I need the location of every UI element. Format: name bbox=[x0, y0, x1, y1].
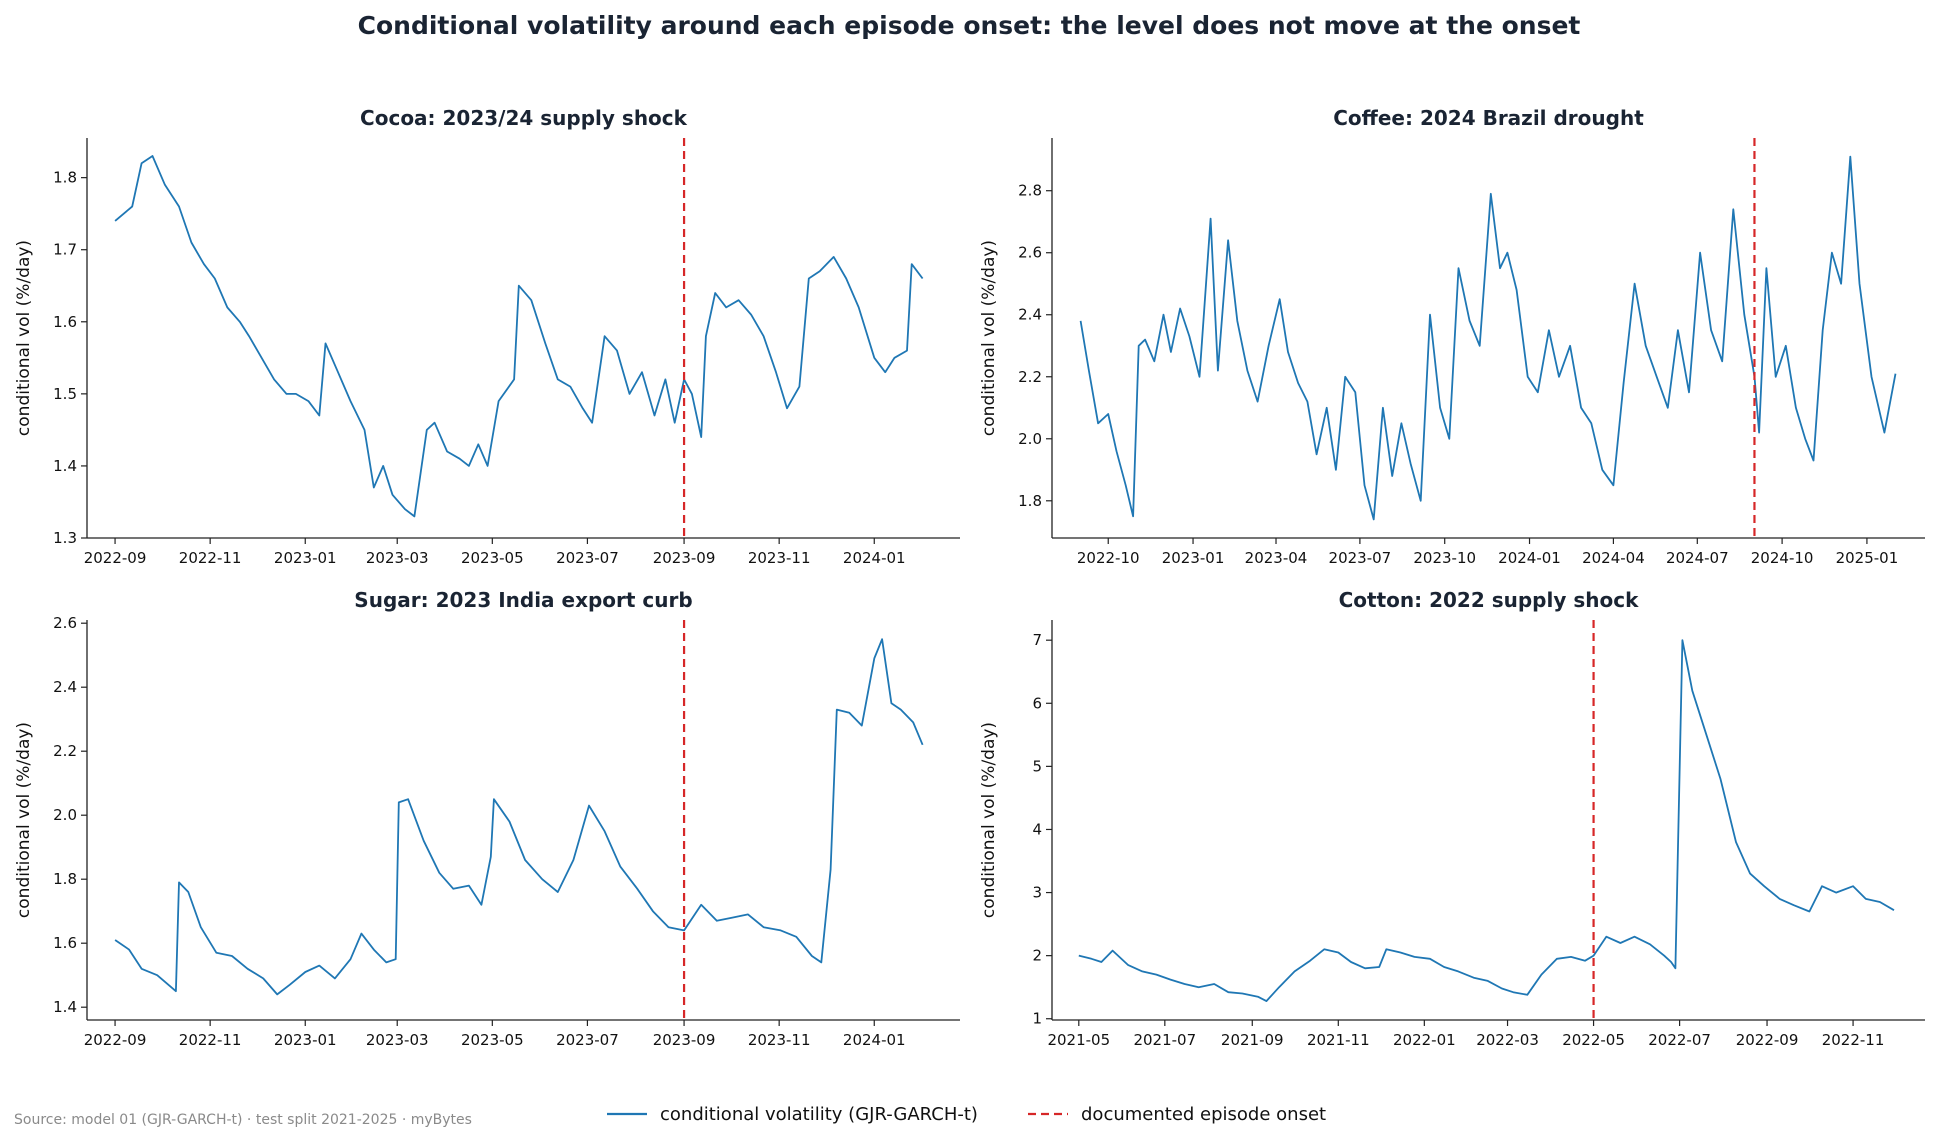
y-tick-label: 1 bbox=[1032, 1010, 1042, 1028]
x-tick-label: 2023-07 bbox=[556, 549, 619, 567]
y-tick-label: 2.2 bbox=[53, 742, 77, 760]
y-tick-label: 6 bbox=[1032, 694, 1042, 712]
panels: Cocoa: 2023/24 supply shock 1.3 1.4 1.5 1.6 1… bbox=[14, 106, 1925, 1049]
x-tick-label: 2021-05 bbox=[1047, 1031, 1110, 1049]
y-axis-label: conditional vol (%/day) bbox=[14, 722, 34, 918]
volatility-series-line bbox=[114, 638, 924, 996]
x-tick-label: 2024-07 bbox=[1666, 549, 1729, 567]
y-tick-label: 2 bbox=[1032, 947, 1042, 965]
figure-title: Conditional volatility around each episo… bbox=[358, 11, 1581, 40]
y-tick-label: 2.6 bbox=[1018, 244, 1042, 262]
volatility-series-line bbox=[1078, 639, 1895, 1002]
x-tick-label: 2024-10 bbox=[1751, 549, 1814, 567]
legend: conditional volatility (GJR-GARCH-t) doc… bbox=[607, 1104, 1326, 1125]
chart-panel-2: Coffee: 2024 Brazil drought 1.8 2.0 2.2 2.4 2… bbox=[979, 106, 1925, 567]
y-tick-label: 1.4 bbox=[53, 998, 77, 1016]
x-tick-label: 2023-03 bbox=[366, 1031, 429, 1049]
x-tick-label: 2023-04 bbox=[1245, 549, 1308, 567]
x-tick-label: 2024-01 bbox=[843, 1031, 906, 1049]
chart-panel-4: Cotton: 2022 supply shock 1 2 3 4 5 6 7 2021-05 2… bbox=[979, 588, 1925, 1049]
x-tick-label: 2022-05 bbox=[1562, 1031, 1625, 1049]
x-tick-label: 2022-09 bbox=[84, 1031, 147, 1049]
y-axis-label: conditional vol (%/day) bbox=[14, 240, 34, 436]
y-axis-label: conditional vol (%/day) bbox=[979, 240, 999, 436]
y-tick-label: 4 bbox=[1032, 820, 1042, 838]
x-tick-label: 2023-01 bbox=[1162, 549, 1225, 567]
x-tick-label: 2023-11 bbox=[748, 549, 811, 567]
y-tick-label: 1.3 bbox=[53, 529, 77, 547]
y-tick-label: 2.2 bbox=[1018, 368, 1042, 386]
panel-title: Coffee: 2024 Brazil drought bbox=[1333, 106, 1644, 130]
panel-title: Cotton: 2022 supply shock bbox=[1339, 588, 1639, 612]
chart-panel-1: Cocoa: 2023/24 supply shock 1.3 1.4 1.5 1.6 1… bbox=[14, 106, 960, 567]
x-tick-label: 2022-07 bbox=[1648, 1031, 1711, 1049]
x-tick-label: 2022-09 bbox=[84, 549, 147, 567]
x-tick-label: 2022-10 bbox=[1077, 549, 1140, 567]
x-tick-label: 2024-01 bbox=[843, 549, 906, 567]
x-tick-label: 2023-07 bbox=[556, 1031, 619, 1049]
y-tick-label: 1.8 bbox=[53, 169, 77, 187]
y-tick-label: 1.7 bbox=[53, 241, 77, 259]
x-tick-label: 2023-01 bbox=[274, 1031, 337, 1049]
y-tick-label: 2.0 bbox=[53, 806, 77, 824]
legend-series-label: conditional volatility (GJR-GARCH-t) bbox=[660, 1104, 978, 1125]
x-tick-label: 2022-11 bbox=[179, 1031, 242, 1049]
y-tick-label: 1.4 bbox=[53, 457, 77, 475]
y-tick-label: 2.4 bbox=[53, 678, 77, 696]
volatility-series-line bbox=[114, 155, 924, 518]
chart-panel-3: Sugar: 2023 India export curb 1.4 1.6 1.8 2.… bbox=[14, 588, 960, 1049]
x-tick-label: 2023-07 bbox=[1329, 549, 1392, 567]
y-tick-label: 2.6 bbox=[53, 614, 77, 632]
y-tick-label: 1.8 bbox=[53, 870, 77, 888]
x-tick-label: 2023-01 bbox=[274, 549, 337, 567]
x-tick-label: 2021-07 bbox=[1133, 1031, 1196, 1049]
x-tick-label: 2022-11 bbox=[179, 549, 242, 567]
x-tick-label: 2024-01 bbox=[1498, 549, 1561, 567]
x-tick-label: 2022-03 bbox=[1476, 1031, 1539, 1049]
x-tick-label: 2023-05 bbox=[461, 549, 524, 567]
x-tick-label: 2021-09 bbox=[1221, 1031, 1284, 1049]
x-tick-label: 2022-01 bbox=[1393, 1031, 1456, 1049]
panel-title: Cocoa: 2023/24 supply shock bbox=[360, 106, 688, 130]
x-tick-label: 2023-03 bbox=[366, 549, 429, 567]
x-tick-label: 2024-04 bbox=[1582, 549, 1645, 567]
y-tick-label: 2.0 bbox=[1018, 430, 1042, 448]
volatility-series-line bbox=[1079, 155, 1897, 521]
x-tick-label: 2023-05 bbox=[461, 1031, 524, 1049]
x-tick-label: 2023-11 bbox=[748, 1031, 811, 1049]
y-tick-label: 2.8 bbox=[1018, 182, 1042, 200]
x-tick-label: 2023-09 bbox=[653, 549, 716, 567]
y-tick-label: 2.4 bbox=[1018, 306, 1042, 324]
x-tick-label: 2023-10 bbox=[1413, 549, 1476, 567]
y-axis-label: conditional vol (%/day) bbox=[979, 722, 999, 918]
panel-title: Sugar: 2023 India export curb bbox=[354, 588, 692, 612]
x-tick-label: 2023-09 bbox=[653, 1031, 716, 1049]
y-tick-label: 5 bbox=[1032, 757, 1042, 775]
x-tick-label: 2021-11 bbox=[1307, 1031, 1370, 1049]
x-tick-label: 2025-01 bbox=[1836, 549, 1899, 567]
y-tick-label: 1.5 bbox=[53, 385, 77, 403]
y-tick-label: 1.6 bbox=[53, 313, 77, 331]
x-tick-label: 2022-11 bbox=[1822, 1031, 1885, 1049]
y-tick-label: 7 bbox=[1032, 631, 1042, 649]
y-tick-label: 3 bbox=[1032, 884, 1042, 902]
y-tick-label: 1.8 bbox=[1018, 492, 1042, 510]
source-note: Source: model 01 (GJR-GARCH-t) · test sp… bbox=[14, 1112, 472, 1128]
legend-onset-label: documented episode onset bbox=[1081, 1104, 1326, 1125]
x-tick-label: 2022-09 bbox=[1736, 1031, 1799, 1049]
y-tick-label: 1.6 bbox=[53, 934, 77, 952]
